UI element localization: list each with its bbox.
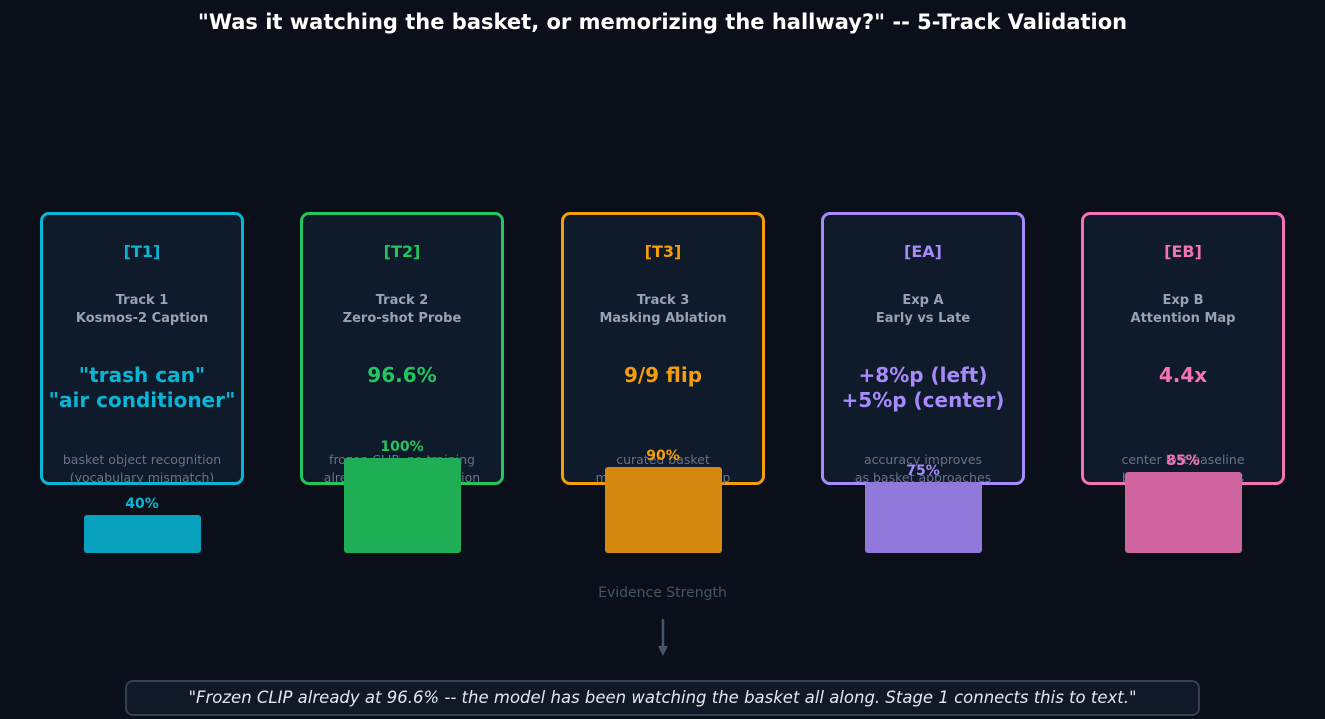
evidence-bar: [604, 467, 722, 553]
evidence-bar: [343, 458, 461, 553]
evidence-percent-label: 85%: [1166, 453, 1200, 469]
track-subtitle: Exp A Early vs Late: [875, 293, 971, 326]
track-subtitle: Track 3 Masking Ablation: [599, 293, 727, 326]
evidence-bar: [864, 482, 982, 553]
track-subtitle: Exp B Attention Map: [1130, 293, 1236, 326]
track-metric: "trash can" "air conditioner": [48, 363, 236, 412]
track-tag: [T1]: [123, 242, 161, 261]
track-card: [T1] Track 1 Kosmos-2 Caption "trash can" …: [40, 212, 244, 485]
track-metric: 9/9 flip: [623, 363, 703, 387]
quote-box: "Frozen CLIP already at 96.6% -- the mod…: [125, 680, 1200, 716]
track-tag: [EA]: [904, 242, 942, 261]
track-tag: [T2]: [383, 242, 421, 261]
evidence-strength-label: Evidence Strength: [598, 585, 727, 601]
page-title: "Was it watching the basket, or memorizi…: [197, 10, 1128, 34]
evidence-percent-label: 100%: [380, 439, 424, 455]
track-description: accuracy improves as basket approaches: [854, 452, 992, 485]
evidence-percent-label: 75%: [906, 463, 940, 479]
down-arrow-icon: [658, 619, 668, 656]
evidence-bar: [83, 515, 201, 553]
track-card: [EB] Exp B Attention Map 4.4x center lost b…: [1081, 212, 1285, 485]
evidence-percent-label: 90%: [646, 448, 680, 464]
track-subtitle: Track 2 Zero-shot Probe: [342, 293, 462, 326]
track-description: basket object recognition (vocabulary mi…: [62, 452, 222, 485]
track-metric: 96.6%: [367, 363, 437, 387]
track-subtitle: Track 1 Kosmos-2 Caption: [75, 293, 209, 326]
track-card: [EA] Exp A Early vs Late +8%p (left) +5%p …: [821, 212, 1025, 485]
track-metric: 4.4x: [1158, 363, 1208, 387]
track-card: [T3] Track 3 Masking Ablation 9/9 flip cura…: [561, 212, 765, 485]
track-tag: [T3]: [644, 242, 682, 261]
track-metric: +8%p (left) +5%p (center): [841, 363, 1005, 412]
track-tag: [EB]: [1164, 242, 1202, 261]
evidence-percent-label: 40%: [125, 496, 159, 512]
evidence-bar: [1124, 472, 1242, 553]
